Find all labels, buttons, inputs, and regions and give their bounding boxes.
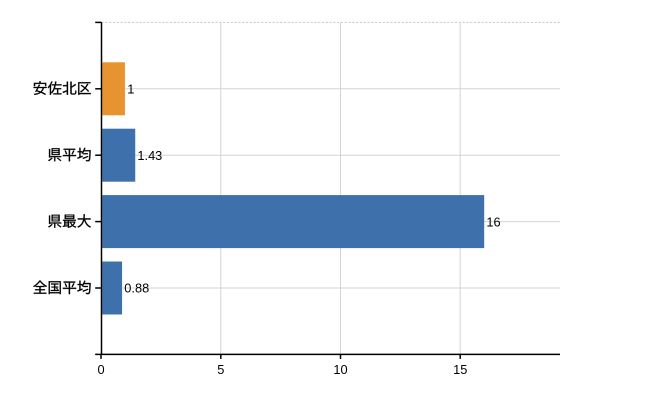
svg-text:16: 16 xyxy=(486,214,500,229)
svg-text:0.88: 0.88 xyxy=(124,281,149,296)
svg-text:5: 5 xyxy=(217,362,224,377)
svg-text:1.43: 1.43 xyxy=(137,148,162,163)
svg-text:1: 1 xyxy=(127,82,134,97)
svg-text:15: 15 xyxy=(453,362,467,377)
svg-text:10: 10 xyxy=(333,362,347,377)
svg-text:0: 0 xyxy=(97,362,104,377)
